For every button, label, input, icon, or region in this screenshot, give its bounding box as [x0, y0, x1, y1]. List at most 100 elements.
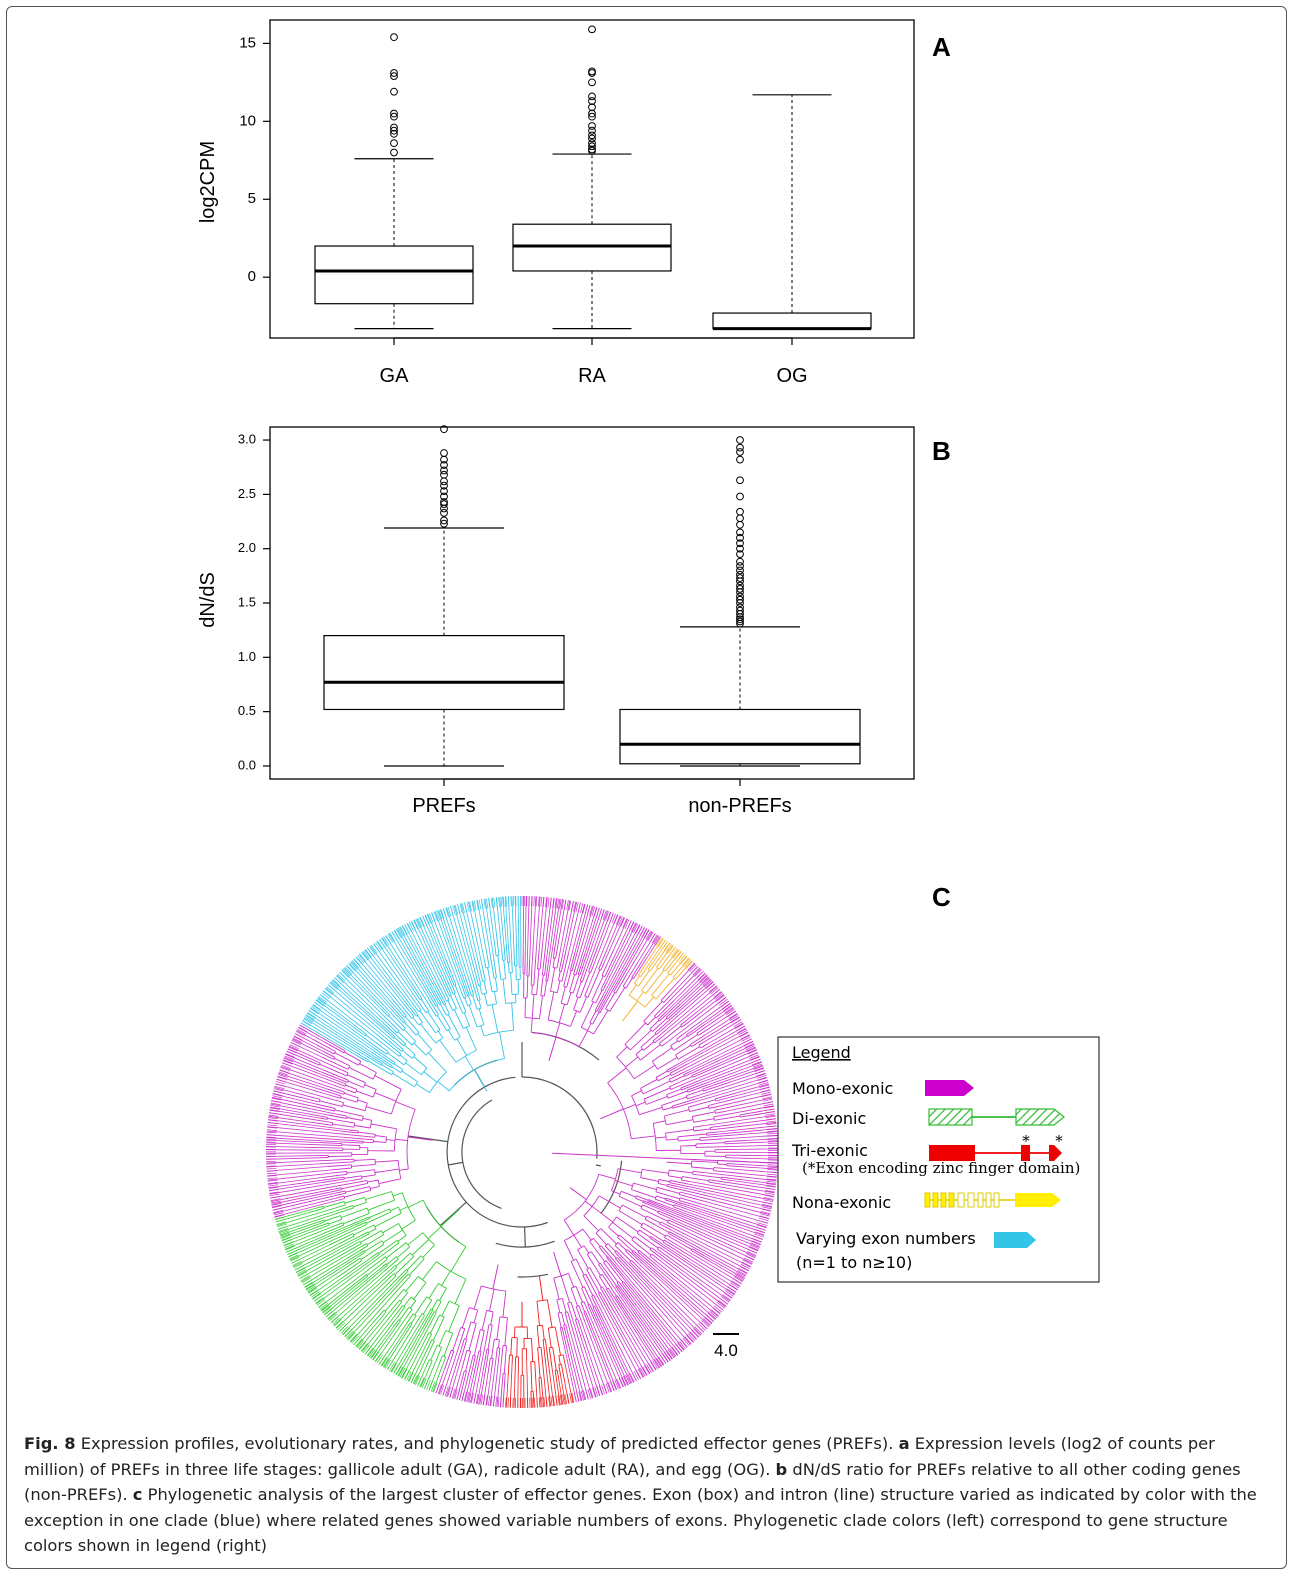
- x-tick-label: RA: [578, 365, 606, 387]
- outlier-point: [440, 461, 448, 469]
- box-iqr: [512, 223, 672, 272]
- outlier-point: [736, 528, 744, 537]
- svg-text:*: *: [1055, 1132, 1063, 1150]
- outlier-point: [588, 131, 596, 140]
- outlier-point: [736, 550, 744, 559]
- svg-text:*: *: [1022, 1132, 1030, 1150]
- outlier-point: [390, 129, 398, 138]
- outlier-point: [440, 519, 448, 528]
- figure-canvas: A log2CPM 0 5 10 15 GA RA OG B dN/dS 0.0 0.5 1.0…: [197, 19, 1100, 1409]
- y-tick-label: 1.5: [238, 594, 256, 609]
- outlier-point: [736, 448, 744, 456]
- tri-exonic-gene-icon: * *: [929, 1132, 1063, 1161]
- box-RA: RA: [512, 25, 672, 387]
- panel-b-label: B: [932, 436, 951, 466]
- outlier-point: [736, 455, 744, 464]
- outlier-point: [588, 92, 596, 101]
- x-tick-label: OG: [776, 365, 807, 387]
- outlier-point: [390, 123, 398, 132]
- outlier-point: [736, 507, 744, 516]
- y-tick-label: 10: [239, 112, 256, 129]
- outlier-point: [440, 477, 448, 486]
- outlier-point: [588, 142, 596, 151]
- legend-tri-exonic-note: (*Exon encoding zinc finger domain): [802, 1159, 1080, 1177]
- panel-a-label: A: [932, 32, 951, 62]
- outlier-point: [440, 508, 448, 517]
- outlier-point: [588, 139, 596, 148]
- outlier-point: [390, 33, 398, 42]
- outlier-point: [588, 109, 596, 118]
- panel-a: A log2CPM 0 5 10 15 GA RA OG: [197, 19, 951, 387]
- outlier-point: [440, 487, 448, 495]
- phylogenetic-tree: [265, 895, 779, 1409]
- x-tick-label: non-PREFs: [688, 795, 791, 817]
- legend-varying-exon-note: (n=1 to n≥10): [796, 1253, 912, 1272]
- panel-b-y-axis-label: dN/dS: [197, 572, 219, 628]
- outlier-point: [440, 425, 448, 434]
- outlier-point: [440, 470, 448, 479]
- box-PREFs: PREFs: [323, 425, 565, 817]
- y-tick-label: 5: [248, 190, 256, 207]
- legend-item-mono-exonic: Mono-exonic: [792, 1079, 893, 1098]
- mono-exonic-gene-icon: [925, 1080, 974, 1096]
- outlier-point: [588, 25, 596, 34]
- outlier-point: [736, 617, 744, 626]
- outlier-point: [736, 584, 744, 593]
- figure-caption: Fig. 8 Expression profiles, evolutionary…: [24, 1434, 1257, 1555]
- panel-c-label: C: [932, 882, 951, 912]
- outlier-point: [440, 481, 448, 490]
- outlier-point: [440, 466, 448, 475]
- outlier-point: [390, 72, 398, 81]
- outlier-point: [736, 520, 744, 529]
- outlier-point: [736, 570, 744, 579]
- outlier-point: [390, 126, 398, 135]
- outlier-point: [736, 606, 744, 615]
- outlier-point: [440, 498, 448, 506]
- outlier-point: [736, 533, 744, 542]
- panel-a-y-axis-label: log2CPM: [197, 141, 219, 223]
- outlier-point: [736, 492, 744, 501]
- y-tick-label: 2.0: [238, 540, 256, 555]
- legend-item-di-exonic: Di-exonic: [792, 1109, 866, 1128]
- y-tick-label: 0.5: [238, 703, 256, 718]
- box-iqr: [712, 312, 872, 330]
- x-tick-label: GA: [380, 365, 410, 387]
- outlier-point: [736, 574, 744, 582]
- caption-title: Expression profiles, evolutionary rates,…: [75, 1434, 899, 1453]
- outlier-point: [736, 557, 744, 566]
- box-iqr: [314, 245, 474, 305]
- box-non-PREFs: non-PREFs: [619, 436, 861, 817]
- outlier-point: [736, 544, 744, 553]
- outlier-point: [736, 595, 744, 604]
- panel-c: C 4.0 Legend Mono-exonic Di-exonic: [265, 882, 1100, 1409]
- outlier-point: [588, 67, 596, 76]
- outlier-point: [440, 449, 448, 457]
- outlier-point: [736, 539, 744, 548]
- outlier-point: [588, 112, 596, 121]
- outlier-point: [736, 436, 744, 444]
- y-tick-label: 15: [239, 34, 256, 51]
- outlier-point: [390, 109, 398, 118]
- outlier-point: [390, 112, 398, 121]
- nona-exonic-gene-icon: [924, 1192, 1061, 1208]
- outlier-point: [588, 145, 596, 154]
- x-tick-label: PREFs: [412, 795, 475, 817]
- outlier-point: [390, 69, 398, 77]
- y-tick-label: 3.0: [238, 431, 256, 446]
- varying-exon-gene-icon: [994, 1232, 1036, 1248]
- outlier-point: [588, 97, 596, 105]
- outlier-point: [390, 87, 398, 96]
- box-GA: GA: [314, 33, 474, 387]
- outlier-point: [588, 69, 596, 77]
- outlier-point: [440, 500, 448, 509]
- box-iqr: [619, 708, 861, 765]
- legend-item-varying-exon: Varying exon numbers: [796, 1229, 976, 1248]
- outlier-point: [588, 103, 596, 112]
- outlier-point: [440, 516, 448, 525]
- outlier-point: [736, 603, 744, 612]
- box-iqr: [323, 634, 565, 711]
- outlier-point: [390, 139, 398, 148]
- outlier-point: [736, 443, 744, 452]
- caption-fig-number: Fig. 8: [24, 1434, 76, 1453]
- di-exonic-gene-icon: [928, 1108, 1065, 1126]
